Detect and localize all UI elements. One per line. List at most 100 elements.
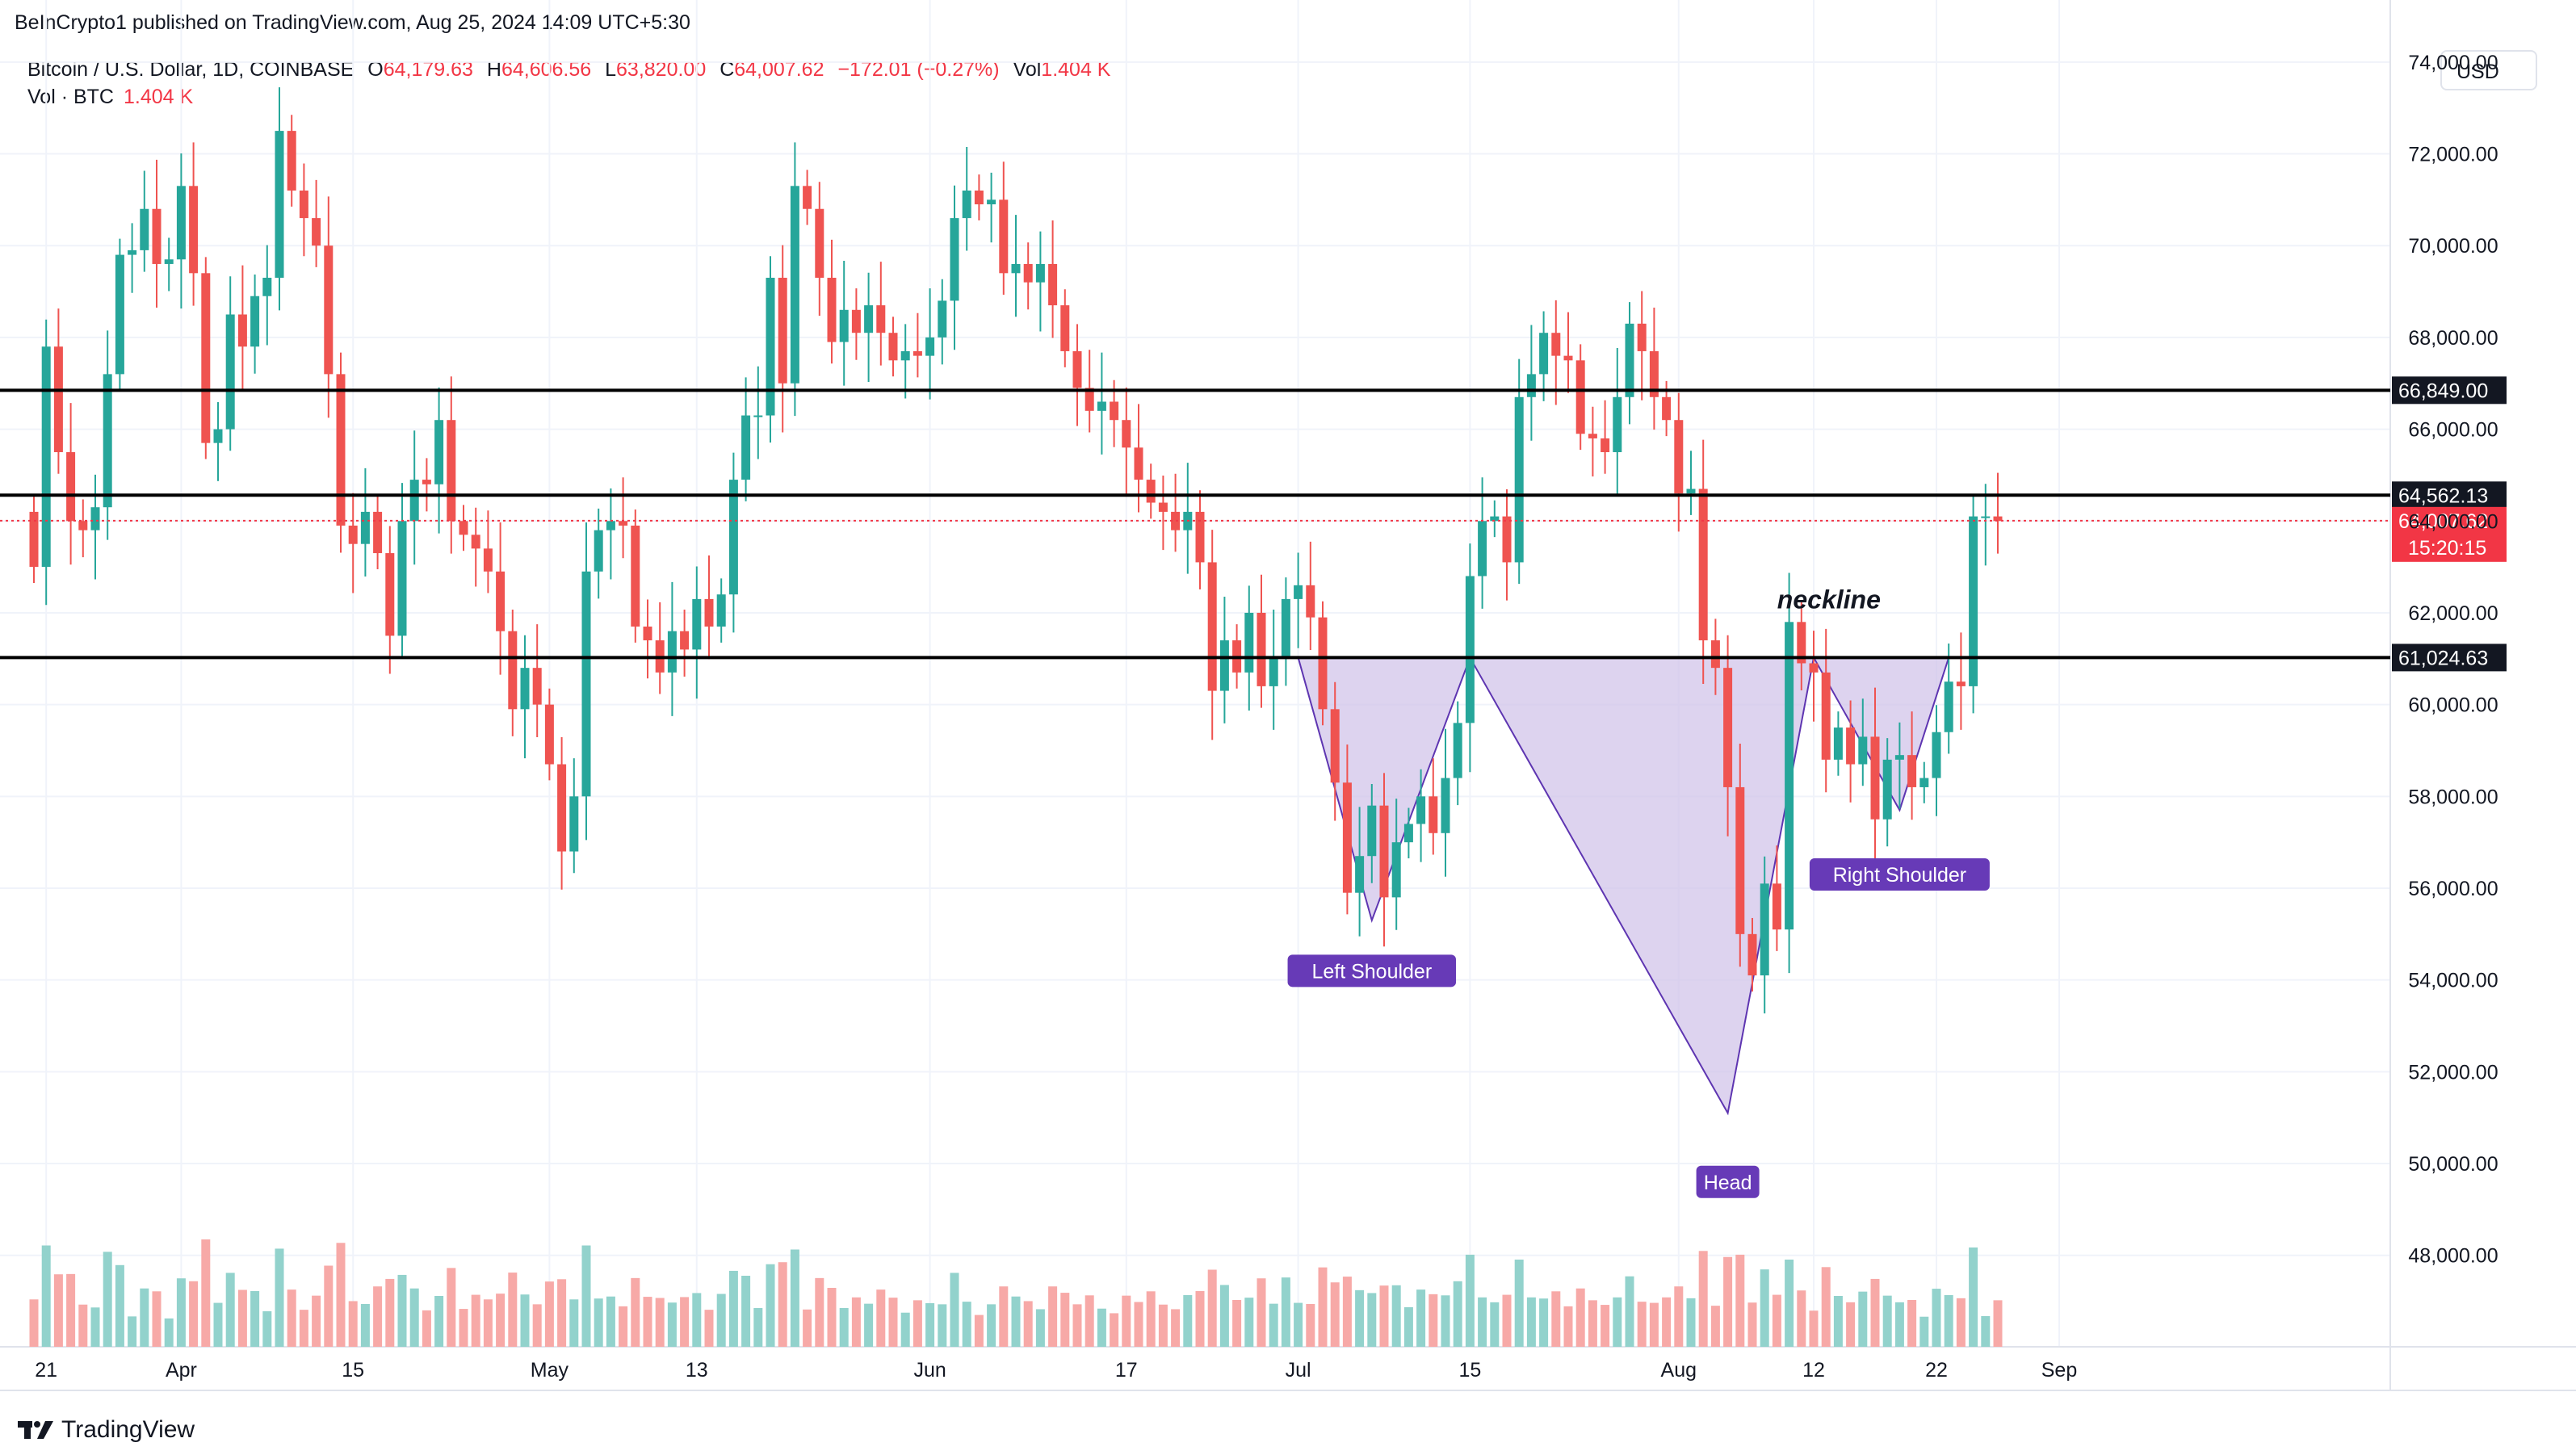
volume-bar: [1821, 1267, 1831, 1347]
volume-bar: [803, 1309, 812, 1347]
candle-body: [1330, 709, 1340, 783]
candle-body: [1944, 681, 1953, 732]
volume-bar: [250, 1290, 260, 1347]
candle-body: [1760, 883, 1769, 975]
volume-bar: [655, 1298, 665, 1347]
currency-button[interactable]: USD: [2440, 50, 2537, 90]
candle-body: [434, 420, 444, 484]
volume-bar: [1085, 1295, 1094, 1347]
candle-body: [1146, 480, 1156, 503]
volume-bar: [471, 1294, 480, 1347]
candle-body: [1870, 736, 1880, 820]
high-label: H: [486, 58, 501, 81]
candle-body: [778, 278, 787, 384]
candle-body: [925, 337, 935, 356]
candle-body: [1134, 447, 1143, 480]
candle-body: [1490, 516, 1500, 522]
candle-body: [152, 208, 162, 264]
volume-bar: [348, 1301, 358, 1347]
volume-bar: [1649, 1302, 1659, 1347]
volume-bar: [667, 1302, 677, 1347]
volume-bar: [152, 1291, 162, 1347]
volume-bar: [397, 1274, 407, 1347]
candle-body: [581, 571, 591, 797]
x-tick-label: 21: [35, 1359, 57, 1382]
volume-bar: [41, 1245, 51, 1347]
candle-body: [999, 199, 1009, 274]
volume-bar: [1318, 1267, 1328, 1347]
volume-bar: [1637, 1302, 1647, 1347]
pattern-label-box: [1809, 857, 1990, 891]
volume-bar: [1416, 1289, 1426, 1347]
volume-bar: [1613, 1297, 1622, 1347]
volume-bar: [1195, 1290, 1205, 1347]
x-tick-label: 17: [1115, 1359, 1138, 1382]
candle-body: [1158, 502, 1168, 512]
volume-bar: [409, 1288, 419, 1347]
volume-bar: [447, 1268, 456, 1347]
candle-body: [1894, 755, 1904, 760]
candle-body: [1110, 401, 1119, 421]
candle-body: [1035, 263, 1045, 283]
candle-body: [1981, 516, 1991, 518]
volume-bar: [53, 1274, 63, 1347]
candle-body: [1072, 350, 1082, 388]
y-tick-label: 54,000.00: [2408, 970, 2498, 992]
volume-bar: [544, 1281, 554, 1347]
candle-body: [1085, 388, 1094, 411]
candle-body: [471, 535, 480, 549]
tradingview-brand[interactable]: TradingView: [18, 1416, 195, 1444]
candle-body: [1809, 663, 1819, 673]
volume-bar: [262, 1310, 272, 1347]
candle-body: [790, 186, 799, 384]
x-tick-label: 13: [686, 1359, 708, 1382]
volume-bar: [299, 1310, 308, 1347]
x-tick-label: Apr: [166, 1359, 197, 1382]
volume-bar: [201, 1239, 211, 1347]
volume-bar: [1993, 1300, 2003, 1347]
candle-body: [1023, 263, 1033, 283]
y-tick-label: 72,000.00: [2408, 144, 2498, 166]
y-tick-label: 58,000.00: [2408, 786, 2498, 808]
candle-body: [1686, 488, 1696, 494]
volume-bar: [483, 1299, 493, 1347]
volume-bar: [237, 1289, 247, 1347]
candle-body: [1367, 805, 1377, 857]
volume-bar: [1060, 1293, 1070, 1347]
candle-body: [864, 305, 874, 333]
candle-body: [741, 415, 751, 480]
volume-bar: [1257, 1278, 1266, 1347]
volume-bar: [1846, 1302, 1856, 1347]
volume-bar: [631, 1277, 640, 1347]
volume-bar: [716, 1294, 726, 1347]
volume-bar: [790, 1249, 799, 1347]
candle-body: [667, 631, 677, 673]
candle-body: [373, 511, 383, 554]
candle-body: [1514, 396, 1524, 563]
candle-body: [1833, 728, 1843, 760]
volume-bar: [1575, 1288, 1585, 1347]
volume-bars: [29, 1239, 2003, 1347]
candle-body: [1613, 396, 1622, 452]
candle-body: [803, 186, 812, 209]
volume-bar: [90, 1307, 100, 1347]
volume-bar: [1330, 1282, 1340, 1347]
volume-bar: [1514, 1260, 1524, 1347]
volume-bar: [1747, 1302, 1757, 1347]
candle-body: [459, 521, 468, 535]
y-tick-label: 66,000.00: [2408, 419, 2498, 442]
volume-bar: [1441, 1295, 1450, 1347]
candle-body: [140, 208, 149, 250]
volume-bar: [839, 1308, 849, 1347]
volume-bar: [176, 1278, 186, 1347]
volume-series-label[interactable]: Vol · BTC: [27, 86, 114, 108]
candle-body: [1526, 374, 1536, 397]
candle-body: [397, 521, 407, 636]
candle-body: [716, 594, 726, 627]
volume-bar: [1625, 1276, 1634, 1347]
candle-body: [287, 131, 296, 191]
horizontal-levels: 66,849.00 64,562.13 61,024.63 64,007.62 15:2…: [0, 376, 2507, 672]
candle-body: [1011, 263, 1021, 274]
candle-body: [692, 598, 702, 650]
